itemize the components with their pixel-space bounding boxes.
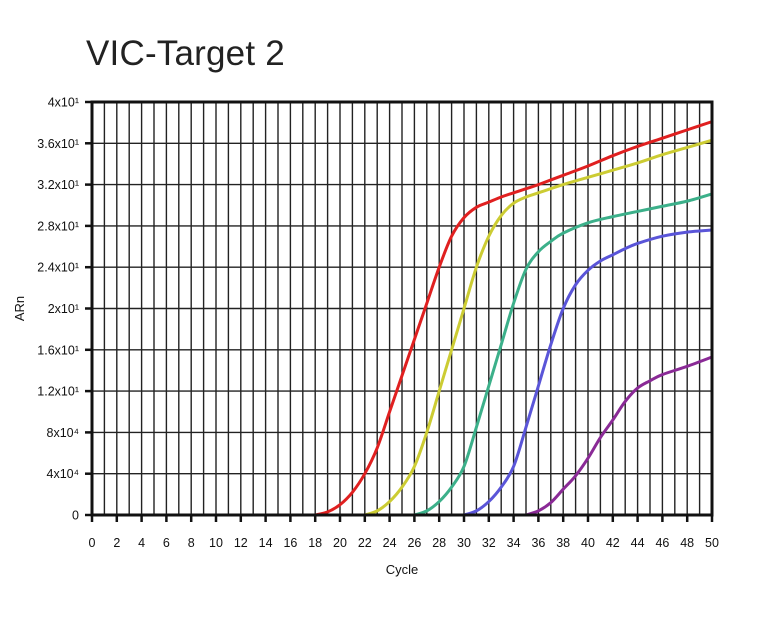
x-tick-label: 46	[655, 536, 669, 550]
x-tick-label: 0	[89, 536, 96, 550]
y-tick-label: 2x10¹	[48, 302, 79, 316]
x-tick-label: 14	[259, 536, 273, 550]
x-axis-label: Cycle	[386, 562, 419, 577]
x-tick-label: 28	[432, 536, 446, 550]
y-tick-label: 4x10¹	[48, 96, 79, 110]
grid	[92, 102, 712, 515]
y-tick-label: 2.4x10¹	[37, 261, 79, 275]
x-tick-label: 6	[163, 536, 170, 550]
series-line-5	[524, 355, 714, 517]
y-axis-label: ARn	[12, 296, 27, 321]
series-line-1	[313, 120, 714, 517]
x-tick-label: 44	[631, 536, 645, 550]
x-tick-label: 42	[606, 536, 620, 550]
y-tick-label: 3.6x10¹	[37, 137, 79, 151]
x-tick-label: 4	[138, 536, 145, 550]
x-tick-label: 16	[283, 536, 297, 550]
y-tick-label: 8x10⁴	[47, 426, 79, 440]
x-tick-labels: 0 2 4 6 8 10 12 14 16 18 20 22 24 26 28 30 32 34 36 38 40 42 4…	[89, 536, 719, 550]
y-tick-label: 1.2x10¹	[37, 385, 79, 399]
x-tick-label: 50	[705, 536, 719, 550]
x-tick-label: 38	[556, 536, 570, 550]
x-tick-label: 36	[531, 536, 545, 550]
x-tick-label: 40	[581, 536, 595, 550]
y-tick-label: 2.8x10¹	[37, 219, 79, 233]
x-tick-label: 18	[308, 536, 322, 550]
x-tick-label: 32	[482, 536, 496, 550]
x-tick-label: 48	[680, 536, 694, 550]
series-line-3	[412, 192, 714, 517]
chart-title: VIC-Target 2	[86, 34, 285, 73]
x-tick-label: 24	[383, 536, 397, 550]
x-tick-label: 12	[234, 536, 248, 550]
series-layer	[313, 120, 714, 517]
x-tick-label: 26	[407, 536, 421, 550]
series-line-4	[462, 228, 714, 517]
y-tick-labels: 0 4x10⁴ 8x10⁴ 1.2x10¹ 1.6x10¹ 2x10¹ 2.4x10¹ 2.8…	[37, 96, 79, 523]
y-tick-label: 0	[72, 509, 79, 523]
x-tick-label: 22	[358, 536, 372, 550]
x-tick-label: 2	[113, 536, 120, 550]
x-tick-label: 20	[333, 536, 347, 550]
ticks	[85, 100, 714, 522]
y-tick-label: 1.6x10¹	[37, 343, 79, 357]
y-tick-label: 4x10⁴	[47, 467, 79, 481]
x-tick-label: 30	[457, 536, 471, 550]
x-tick-label: 34	[507, 536, 521, 550]
series-line-2	[363, 138, 714, 517]
x-tick-label: 8	[188, 536, 195, 550]
y-tick-label: 3.2x10¹	[37, 178, 79, 192]
x-tick-label: 10	[209, 536, 223, 550]
